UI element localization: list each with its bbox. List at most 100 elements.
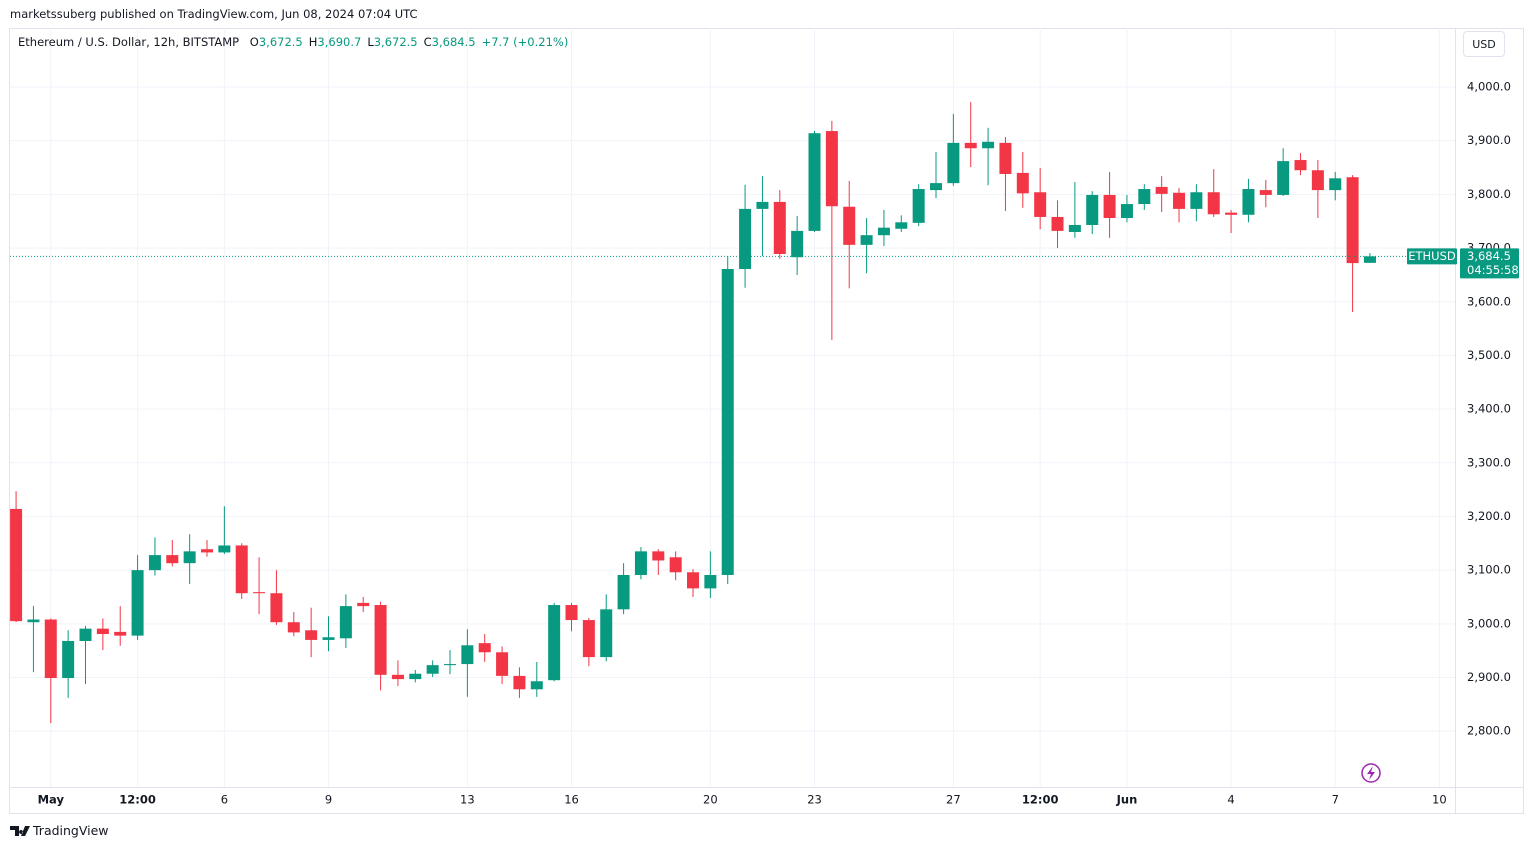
legend: Ethereum / U.S. Dollar, 12h, BITSTAMP O3… [18,35,568,49]
candle-body [1086,194,1099,225]
candle-body [253,592,266,594]
candle-body [1034,192,1047,217]
candle-body [1138,189,1151,205]
x-tick-label: 12:00 [119,793,156,807]
candle-body [62,640,75,679]
candle-body [652,551,665,561]
symbol-title: Ethereum / U.S. Dollar, 12h, BITSTAMP [18,35,240,49]
y-tick-label: 3,600.0 [1467,294,1511,308]
candle-body [669,557,682,573]
candle-body [1207,192,1220,215]
candle-body [131,570,144,636]
candle-body [478,643,491,653]
ohlc-label: H [308,35,318,49]
candle-body [1242,189,1255,215]
x-tick-label: 9 [325,793,332,807]
candle-body [96,628,109,635]
candle-body [1363,256,1376,263]
candle-body [982,141,995,149]
candle-body [895,222,908,229]
y-tick-label: 3,500.0 [1467,348,1511,362]
candle-body [322,637,335,640]
y-tick-label: 2,800.0 [1467,724,1511,738]
x-tick-label: 20 [703,793,718,807]
currency-button[interactable]: USD [1463,31,1505,57]
frame [9,28,1524,814]
candle-body [582,620,595,658]
x-tick-label: 7 [1332,793,1339,807]
candle-body [44,619,57,679]
x-tick-label: 27 [946,793,961,807]
change: +7.7 (+0.21%) [481,35,569,49]
candle-body [912,189,925,223]
candle-body [634,551,647,575]
candle-body [1277,161,1290,195]
candle-body [1103,194,1116,219]
candle-body [843,206,856,245]
candle-body [791,230,804,258]
x-tick-label: Jun [1116,793,1138,807]
candle-body [756,201,769,209]
candle-body [600,609,613,658]
candle-body [930,183,943,191]
candle-body [357,602,370,607]
candle-body [808,133,821,231]
ohlc-value: 3,672.5 [373,35,418,49]
candle-body [721,269,734,575]
last-price-label: 3,684.5 [1467,249,1511,263]
candle-body [235,545,248,594]
y-tick-label: 4,000.0 [1467,80,1511,94]
candle-body [287,622,300,633]
candle-body [513,675,526,690]
y-tick-label: 3,400.0 [1467,402,1511,416]
candle-body [825,131,838,207]
candle-body [218,545,231,553]
candle-body [1155,186,1168,194]
lightning-icon[interactable] [1361,763,1381,783]
candle-body [374,605,387,675]
y-tick-label: 3,800.0 [1467,187,1511,201]
x-tick-label: 10 [1432,793,1447,807]
candle-body [773,201,786,254]
candle-body [1294,160,1307,171]
x-tick-label: 23 [807,793,822,807]
x-tick-label: 4 [1227,793,1234,807]
candle-body [739,208,752,270]
candle-body [1016,172,1029,194]
candle-body [496,652,509,676]
candle-body [183,551,196,564]
ohlc-label: O [249,35,259,49]
candle-body [565,605,578,621]
x-tick-label: 13 [460,793,475,807]
candle-body [1259,190,1272,195]
candle-body [166,555,179,564]
candle-body [877,227,890,236]
candle-body [391,674,404,680]
candle-body [461,645,474,665]
symbol-tag-label: ETHUSD [1408,249,1456,263]
x-tick-label: 12:00 [1022,793,1059,807]
x-tick-label: May [38,793,65,807]
candle-body [999,142,1012,175]
y-tick-label: 2,900.0 [1467,670,1511,684]
countdown-label: 04:55:58 [1467,263,1519,277]
candle-body [1346,177,1359,264]
candle-body [79,628,92,641]
ohlc-value: 3,672.5 [258,35,303,49]
y-tick-label: 3,200.0 [1467,509,1511,523]
candle-body [148,555,161,571]
candle-body [1120,204,1133,219]
candle-body [444,664,457,666]
tradingview-logo [10,826,30,836]
ohlc-value: 3,684.5 [431,35,476,49]
ohlc-label: L [367,35,374,49]
candle-body [27,619,40,623]
last-price-tag [1460,248,1519,279]
candle-body [530,681,543,690]
candle-body [426,665,439,674]
published-note: marketssuberg published on TradingView.c… [10,7,418,21]
candle-body [1311,170,1324,191]
candle-body [947,142,960,184]
